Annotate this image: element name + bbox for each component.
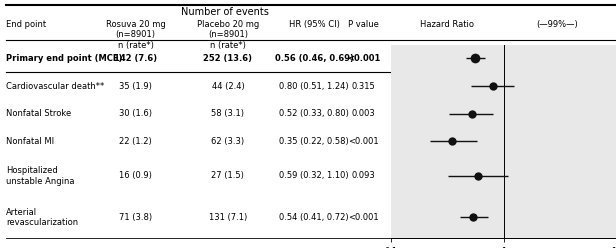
Text: 252 (13.6): 252 (13.6) bbox=[203, 54, 253, 63]
Text: 27 (1.5): 27 (1.5) bbox=[211, 171, 245, 180]
Text: 0.35 (0.22, 0.58): 0.35 (0.22, 0.58) bbox=[279, 137, 349, 146]
Text: 0.54 (0.41, 0.72): 0.54 (0.41, 0.72) bbox=[279, 213, 349, 222]
Text: 0.59 (0.32, 1.10): 0.59 (0.32, 1.10) bbox=[279, 171, 349, 180]
Text: Hospitalized
unstable Angina: Hospitalized unstable Angina bbox=[6, 166, 75, 186]
Text: <0.001: <0.001 bbox=[348, 137, 379, 146]
Text: Placebo 20 mg
(n=8901)
n (rate*): Placebo 20 mg (n=8901) n (rate*) bbox=[197, 20, 259, 50]
Text: 71 (3.8): 71 (3.8) bbox=[119, 213, 152, 222]
Text: 62 (3.3): 62 (3.3) bbox=[211, 137, 245, 146]
Text: 0.315: 0.315 bbox=[352, 82, 375, 91]
Text: Nonfatal MI: Nonfatal MI bbox=[6, 137, 54, 146]
Text: Nonfatal Stroke: Nonfatal Stroke bbox=[6, 109, 71, 118]
Text: <0.001: <0.001 bbox=[347, 54, 380, 63]
Text: 0.093: 0.093 bbox=[352, 171, 375, 180]
Text: Rosuva 20 mg
(n=8901)
n (rate*): Rosuva 20 mg (n=8901) n (rate*) bbox=[106, 20, 165, 50]
Text: 142 (7.6): 142 (7.6) bbox=[114, 54, 157, 63]
Text: 22 (1.2): 22 (1.2) bbox=[119, 137, 152, 146]
Text: Arterial
revascularization: Arterial revascularization bbox=[6, 208, 78, 227]
Text: 16 (0.9): 16 (0.9) bbox=[119, 171, 152, 180]
Bar bbox=[391, 45, 616, 238]
Text: End point: End point bbox=[6, 20, 46, 29]
Text: Hazard Ratio: Hazard Ratio bbox=[419, 20, 474, 29]
Text: Number of events: Number of events bbox=[181, 7, 269, 17]
Text: 131 (7.1): 131 (7.1) bbox=[209, 213, 247, 222]
Text: 30 (1.6): 30 (1.6) bbox=[119, 109, 152, 118]
Text: (—99%—): (—99%—) bbox=[537, 20, 578, 29]
Text: 44 (2.4): 44 (2.4) bbox=[211, 82, 245, 91]
Text: 35 (1.9): 35 (1.9) bbox=[119, 82, 152, 91]
Text: Primary end point (MCE): Primary end point (MCE) bbox=[6, 54, 123, 63]
Text: <0.001: <0.001 bbox=[348, 213, 379, 222]
Text: 0.56 (0.46, 0.69): 0.56 (0.46, 0.69) bbox=[275, 54, 354, 63]
Text: P value: P value bbox=[348, 20, 379, 29]
Text: Cardiovascular death**: Cardiovascular death** bbox=[6, 82, 104, 91]
Text: HR (95% CI): HR (95% CI) bbox=[289, 20, 339, 29]
Text: 0.003: 0.003 bbox=[352, 109, 375, 118]
Text: 0.52 (0.33, 0.80): 0.52 (0.33, 0.80) bbox=[279, 109, 349, 118]
Text: 0.80 (0.51, 1.24): 0.80 (0.51, 1.24) bbox=[279, 82, 349, 91]
Text: 58 (3.1): 58 (3.1) bbox=[211, 109, 245, 118]
